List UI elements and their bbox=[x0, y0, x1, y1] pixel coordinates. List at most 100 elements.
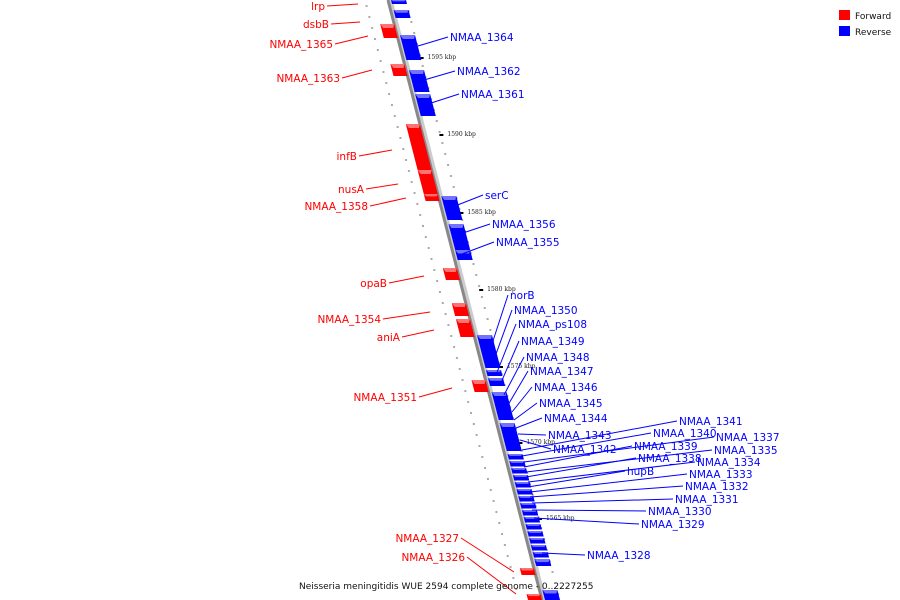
reverse-leader-line bbox=[529, 485, 684, 498]
legend-reverse-label: Reverse bbox=[855, 28, 892, 38]
reverse-gene-label: NMAA_1361 bbox=[461, 89, 525, 101]
legend: Forward Reverse bbox=[839, 10, 892, 38]
scale-label: 1590 kbp bbox=[447, 131, 476, 138]
forward-gene bbox=[405, 124, 432, 170]
scale-label: 1580 kbp bbox=[487, 286, 516, 293]
gene-top-face bbox=[391, 0, 406, 2]
legend-forward-label: Forward bbox=[855, 12, 891, 22]
gene-top-face bbox=[526, 594, 541, 597]
forward-gene-label: NMAA_1351 bbox=[353, 392, 417, 404]
forward-gene-label: dsbB bbox=[303, 19, 329, 31]
reverse-gene-label: NMAA_1356 bbox=[492, 219, 556, 231]
reverse-gene-label: NMAA_1343 bbox=[548, 430, 612, 442]
legend-reverse-swatch bbox=[839, 26, 850, 36]
gene-top-face bbox=[530, 545, 546, 547]
gene-top-face bbox=[516, 489, 532, 491]
gene-top-face bbox=[455, 319, 470, 323]
forward-gene-label: opaB bbox=[360, 278, 387, 290]
gene-top-face bbox=[499, 423, 515, 427]
reverse-gene-label: NMAA_1350 bbox=[514, 305, 578, 317]
forward-gene-label: nusA bbox=[338, 184, 365, 196]
reverse-leader-line bbox=[531, 498, 674, 504]
genome-backbone-shadow bbox=[387, 0, 547, 600]
reverse-leader-line bbox=[533, 517, 640, 525]
gene-top-face bbox=[520, 503, 536, 505]
reverse-leader-line bbox=[521, 432, 652, 457]
gene-top-face bbox=[486, 370, 501, 373]
reverse-gene-label: NMAA_1348 bbox=[526, 352, 590, 364]
reverse-gene bbox=[499, 423, 522, 451]
reverse-leader-line bbox=[489, 294, 509, 351]
reverse-gene-label: NMAA_1355 bbox=[496, 237, 560, 249]
gene-top-face bbox=[488, 378, 503, 381]
forward-gene-label: NMAA_1327 bbox=[395, 533, 459, 545]
forward-gene-label: NMAA_1326 bbox=[401, 552, 465, 564]
scale-label: 1585 kbp bbox=[467, 209, 496, 216]
forward-leader-line bbox=[369, 197, 407, 207]
gene-features bbox=[380, 0, 560, 600]
gene-top-face bbox=[518, 496, 534, 498]
reverse-leader-line bbox=[461, 241, 495, 255]
reverse-gene-label: NMAA_1333 bbox=[689, 469, 753, 481]
gene-top-face bbox=[512, 475, 528, 477]
forward-gene-label: lrp bbox=[311, 1, 325, 13]
reverse-gene-label: NMAA_1364 bbox=[450, 32, 514, 44]
gene-top-face bbox=[529, 538, 545, 540]
reverse-leader-line bbox=[523, 436, 715, 463]
reverse-leader-line bbox=[519, 439, 552, 450]
scale-label: 1595 kbp bbox=[428, 54, 457, 61]
reverse-gene-label: NMAA_1332 bbox=[685, 481, 749, 493]
reverse-leader-line bbox=[507, 370, 529, 406]
gene-top-face bbox=[511, 468, 527, 470]
forward-gene bbox=[417, 170, 438, 194]
reverse-leader-line bbox=[523, 445, 633, 468]
reverse-leader-line bbox=[503, 356, 525, 396]
reverse-gene-label: serC bbox=[485, 190, 509, 202]
reverse-gene-label: NMAA_1345 bbox=[539, 398, 603, 410]
scale-label: 1570 kbp bbox=[526, 439, 555, 446]
forward-gene-label: infB bbox=[337, 151, 357, 163]
forward-leader-line bbox=[341, 69, 373, 79]
forward-leader-line bbox=[326, 3, 359, 7]
reverse-gene-label: NMAA_1329 bbox=[641, 519, 705, 531]
gene-top-face bbox=[405, 124, 420, 128]
gene-top-face bbox=[423, 194, 438, 197]
forward-leader-line bbox=[334, 35, 369, 45]
forward-leader-line bbox=[418, 387, 453, 398]
reverse-leader-line bbox=[541, 552, 586, 556]
reverse-leader-line bbox=[417, 36, 449, 47]
forward-gene-label: NMAA_1365 bbox=[269, 39, 333, 51]
gene-top-face bbox=[415, 94, 431, 98]
reverse-leader-line bbox=[515, 417, 543, 429]
reverse-gene-label: NMAA_1349 bbox=[521, 336, 585, 348]
gene-top-face bbox=[514, 482, 530, 484]
reverse-gene-label: NMAA_1338 bbox=[638, 453, 702, 465]
reverse-gene bbox=[448, 224, 471, 250]
scale-label: 1565 kbp bbox=[546, 515, 575, 522]
gene-top-face bbox=[393, 10, 409, 13]
scale-markers: 1595 kbp 1590 kbp 1585 kbp 1580 kbp 1575 kbp… bbox=[419, 54, 575, 522]
reverse-gene-label: NMAA_1341 bbox=[679, 416, 743, 428]
forward-gene-label: NMAA_1363 bbox=[276, 73, 340, 85]
reverse-leader-line bbox=[511, 386, 533, 413]
reverse-gene bbox=[477, 335, 501, 368]
forward-leader-line bbox=[388, 275, 425, 284]
label-leader-lines bbox=[326, 3, 715, 595]
reverse-gene-label: NMAA_1344 bbox=[544, 413, 608, 425]
reverse-leader-line bbox=[454, 194, 484, 207]
gene-labels: lrp dsbB NMAA_1365 NMAA_1363 infB nusA NMAA_13… bbox=[269, 1, 779, 564]
reverse-gene-label: NMAA_1340 bbox=[653, 428, 717, 440]
gene-top-face bbox=[448, 224, 464, 228]
reverse-leader-line bbox=[527, 461, 696, 483]
reverse-gene bbox=[409, 70, 430, 92]
gene-top-face bbox=[441, 196, 457, 200]
reverse-leader-line bbox=[517, 433, 547, 436]
gene-top-face bbox=[542, 590, 558, 594]
reverse-leader-line bbox=[531, 509, 647, 512]
reverse-leader-line bbox=[529, 473, 688, 493]
gene-top-face bbox=[451, 303, 466, 307]
reverse-gene-label: NMAA_1347 bbox=[530, 366, 594, 378]
gene-top-face bbox=[380, 24, 395, 28]
reverse-gene-label: NMAA_1334 bbox=[697, 457, 761, 469]
